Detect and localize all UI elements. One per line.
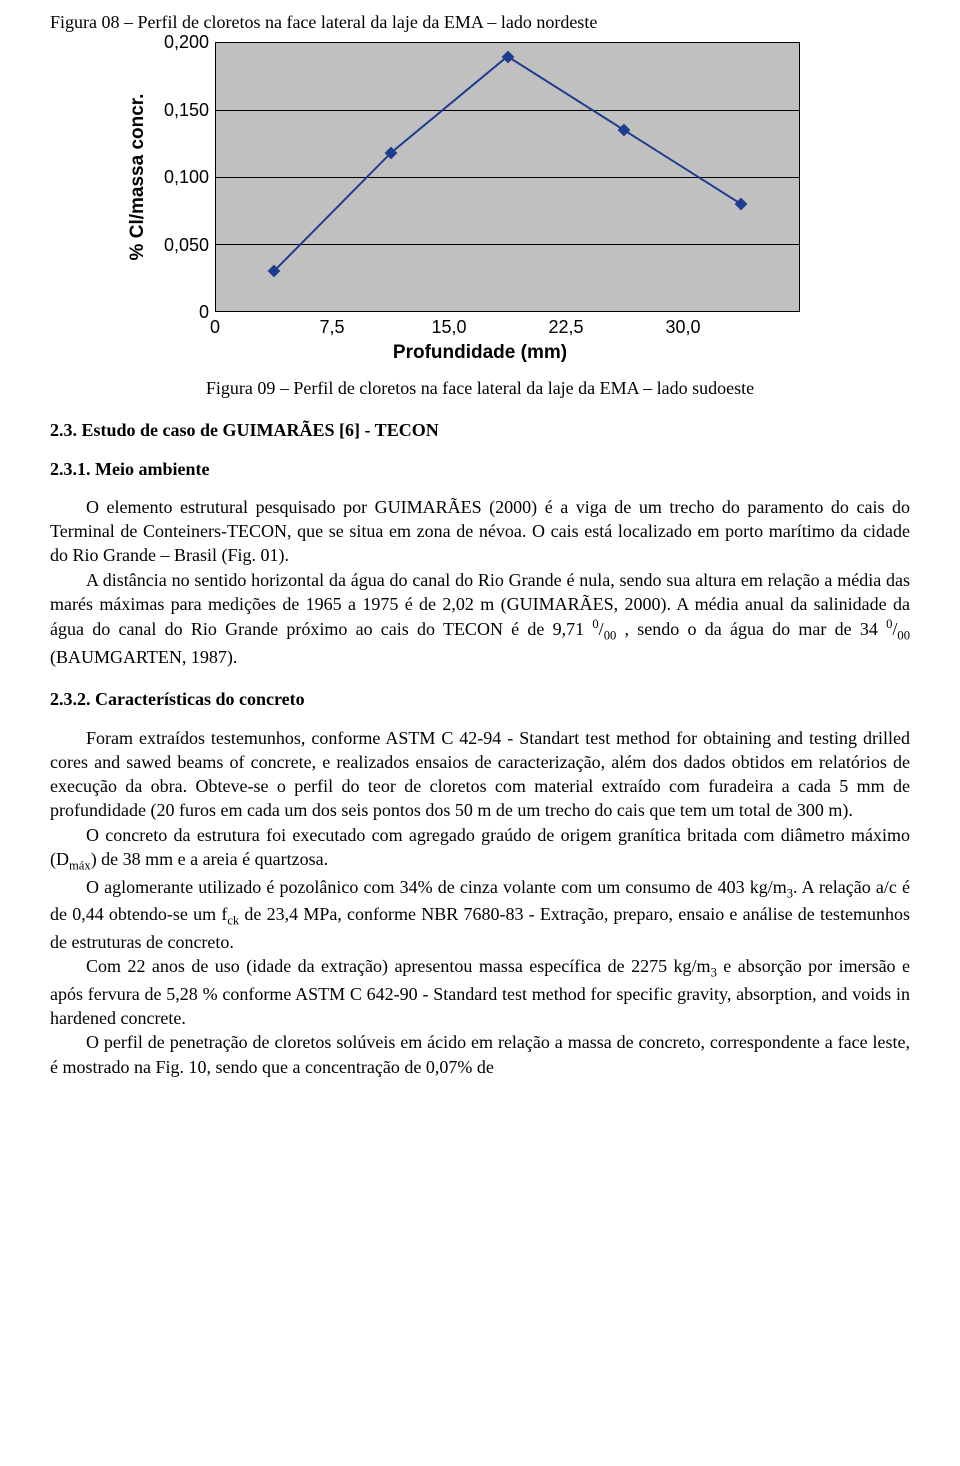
paragraph: Com 22 anos de uso (idade da extração) a… xyxy=(50,954,910,1030)
paragraph: O elemento estrutural pesquisado por GUI… xyxy=(50,495,910,568)
series-line xyxy=(216,43,799,311)
paragraph: A distância no sentido horizontal da águ… xyxy=(50,568,910,669)
paragraph: Foram extraídos testemunhos, conforme AS… xyxy=(50,726,910,823)
x-tick-label: 0 xyxy=(210,315,220,339)
section-2-3-heading: 2.3. Estudo de caso de GUIMARÃES [6] - T… xyxy=(50,418,910,442)
y-tick-label: 0,150 xyxy=(164,98,209,122)
paragraph: O aglomerante utilizado é pozolânico com… xyxy=(50,875,910,954)
paragraph: O concreto da estrutura foi executado co… xyxy=(50,823,910,875)
y-tick-label: 0 xyxy=(199,300,209,324)
y-tick-label: 0,050 xyxy=(164,233,209,257)
x-tick-label: 7,5 xyxy=(319,315,344,339)
y-axis-label: % Cl/massa concr. xyxy=(125,94,151,261)
x-axis-label: Profundidade (mm) xyxy=(160,340,800,366)
x-tick-label: 30,0 xyxy=(665,315,700,339)
x-tick-row: 07,515,022,530,0 xyxy=(215,312,800,338)
y-tick-label: 0,100 xyxy=(164,165,209,189)
section-2-3-1-heading: 2.3.1. Meio ambiente xyxy=(50,457,910,481)
x-tick-label: 15,0 xyxy=(431,315,466,339)
y-tick-label: 0,200 xyxy=(164,30,209,54)
paragraph: O perfil de penetração de cloretos solúv… xyxy=(50,1030,910,1079)
figure-09-caption: Figura 09 – Perfil de cloretos na face l… xyxy=(50,376,910,400)
chart-container: % Cl/massa concr. 00,0500,1000,1500,200 … xyxy=(160,42,800,366)
y-tick-column: 00,0500,1000,1500,200 xyxy=(160,42,215,312)
x-tick-label: 22,5 xyxy=(548,315,583,339)
section-2-3-2-heading: 2.3.2. Características do concreto xyxy=(50,687,910,711)
chart-plot-area xyxy=(215,42,800,312)
